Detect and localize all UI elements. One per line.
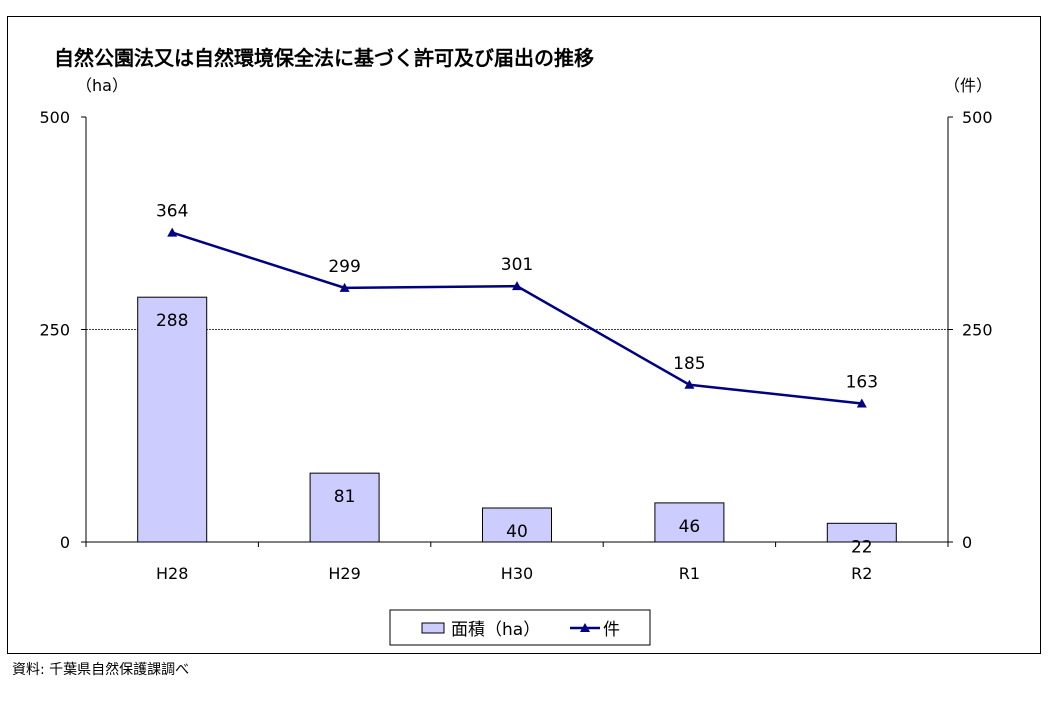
bar-value-label: 40: [506, 522, 528, 542]
right-axis-unit: （件）: [944, 76, 992, 95]
axis-layer: 500 250 0 500 250 0 H28 H29 H30 R1 R2: [39, 108, 992, 583]
line-point: [339, 282, 350, 292]
bar-value-label: 46: [679, 517, 701, 537]
right-tick-label: 0: [962, 533, 972, 552]
legend-bar-swatch: [421, 622, 445, 634]
line-point: [684, 379, 695, 389]
right-tick-label: 500: [962, 108, 993, 127]
left-tick-label: 500: [39, 108, 70, 127]
bar-value-label: 22: [851, 537, 873, 557]
legend-bar-label: 面積（ha）: [451, 620, 540, 640]
right-tick-label: 250: [962, 321, 993, 340]
line-value-label: 299: [328, 257, 360, 277]
line-value-label: 185: [673, 354, 705, 374]
x-tick-label: R1: [679, 564, 700, 583]
line-value-label: 301: [501, 255, 533, 275]
chart-frame: 自然公園法又は自然環境保全法に基づく許可及び届出の推移 （ha） （件） 288…: [7, 16, 1041, 654]
bar-value-label: 81: [334, 487, 356, 507]
bar-value-label: 288: [156, 311, 188, 331]
legend-line-label: 件: [603, 620, 620, 640]
x-tick-label: R2: [851, 564, 872, 583]
bar: [137, 296, 208, 543]
line-point: [856, 398, 867, 408]
line-value-label: 163: [846, 372, 878, 392]
left-axis-unit: （ha）: [76, 76, 128, 95]
source-note: 資料: 千葉県自然保護課調べ: [12, 662, 190, 678]
x-tick-label: H30: [501, 564, 533, 583]
bar: [309, 472, 380, 543]
legend: 面積（ha） 件: [389, 609, 651, 646]
left-tick-label: 250: [39, 321, 70, 340]
line-point: [512, 281, 522, 291]
left-tick-label: 0: [60, 533, 70, 552]
chart-svg: 自然公園法又は自然環境保全法に基づく許可及び届出の推移 （ha） （件） 288…: [39, 46, 993, 646]
bar: [654, 502, 725, 543]
line-point: [167, 227, 178, 237]
x-tick-label: H29: [328, 564, 360, 583]
x-tick-label: H28: [156, 564, 188, 583]
bar-layer: 288 81 40 46 22: [137, 296, 897, 557]
line-value-label: 364: [156, 202, 188, 222]
legend-line-marker: [580, 623, 590, 632]
line-layer: 364 299 301 185 163: [156, 202, 878, 408]
chart-title: 自然公園法又は自然環境保全法に基づく許可及び届出の推移: [54, 46, 594, 70]
